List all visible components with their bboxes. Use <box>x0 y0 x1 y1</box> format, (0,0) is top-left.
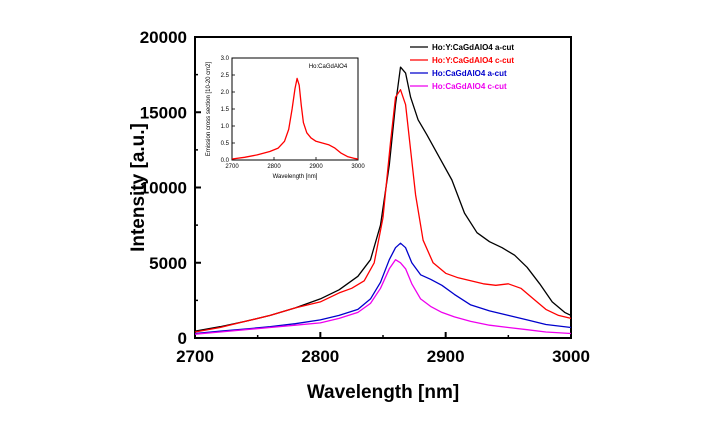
legend-item: Ho:CaGdAlO4 c-cut <box>410 82 507 91</box>
inset-x-tick-label: 2900 <box>309 164 323 170</box>
x-tick-label: 2700 <box>176 347 214 366</box>
y-tick-label: 5000 <box>149 254 187 273</box>
inset-y-tick-label: 0.5 <box>221 141 230 147</box>
series-line-2 <box>194 89 572 333</box>
inset-y-tick-label: 1.0 <box>221 124 230 130</box>
inset-x-tick-label: 2700 <box>225 164 239 170</box>
main-series-lines <box>194 66 572 335</box>
inset-series-lines <box>231 77 359 160</box>
series-line-1 <box>194 66 572 332</box>
inset-axis-ticks: 2700 2800 2900 3000 0.0 0.5 1.0 1.5 2.0 2.5 3.0 <box>221 56 366 170</box>
legend-label: Ho:Y:CaGdAlO4 a-cut <box>432 43 514 52</box>
legend-label: Ho:Y:CaGdAlO4 c-cut <box>432 56 514 65</box>
inset-plot-frame <box>231 57 359 161</box>
inset-y-tick-label: 2.5 <box>221 73 230 79</box>
legend-item: Ho:CaGdAlO4 a-cut <box>410 69 507 78</box>
inset-x-tick-label: 3000 <box>351 164 365 170</box>
inset-y-tick-label: 2.0 <box>221 90 230 96</box>
legend-label: Ho:CaGdAlO4 a-cut <box>432 69 507 78</box>
inset-x-axis-label: Wavelength [nm] <box>273 174 318 180</box>
main-chart: 2700 2800 2900 3000 0 5000 10000 15000 20000 Wav… <box>128 28 590 403</box>
x-tick-label: 2800 <box>301 347 339 366</box>
x-tick-label: 2900 <box>427 347 465 366</box>
y-tick-label: 15000 <box>140 103 187 122</box>
inset-series-line <box>231 77 359 160</box>
x-axis-label: Wavelength [nm] <box>307 382 459 403</box>
legend-label: Ho:CaGdAlO4 c-cut <box>432 82 507 91</box>
y-tick-label: 20000 <box>140 28 187 47</box>
y-tick-label: 0 <box>178 329 187 348</box>
y-axis-label: Intensity [a.u.] <box>128 123 149 252</box>
legend: Ho:Y:CaGdAlO4 a-cut Ho:Y:CaGdAlO4 c-cut Ho… <box>410 43 514 91</box>
inset-y-tick-label: 3.0 <box>221 56 230 62</box>
series-line-3 <box>194 242 572 335</box>
inset-chart: 2700 2800 2900 3000 0.0 0.5 1.0 1.5 2.0 2.5 3.0 Ho… <box>206 56 365 180</box>
inset-y-axis-label: Emission cross section [10-20 cm2] <box>206 61 212 156</box>
inset-x-tick-label: 2800 <box>267 164 281 170</box>
x-tick-label: 3000 <box>552 347 590 366</box>
y-tick-label: 10000 <box>140 179 187 198</box>
legend-item: Ho:Y:CaGdAlO4 a-cut <box>410 43 514 52</box>
legend-item: Ho:Y:CaGdAlO4 c-cut <box>410 56 514 65</box>
main-axis-ticks: 2700 2800 2900 3000 0 5000 10000 15000 20000 <box>140 28 590 366</box>
inset-y-tick-label: 0.0 <box>221 158 230 164</box>
series-line-4 <box>194 259 572 335</box>
inset-y-tick-label: 1.5 <box>221 107 230 113</box>
inset-series-label: Ho:CaGdAlO4 <box>309 64 348 70</box>
